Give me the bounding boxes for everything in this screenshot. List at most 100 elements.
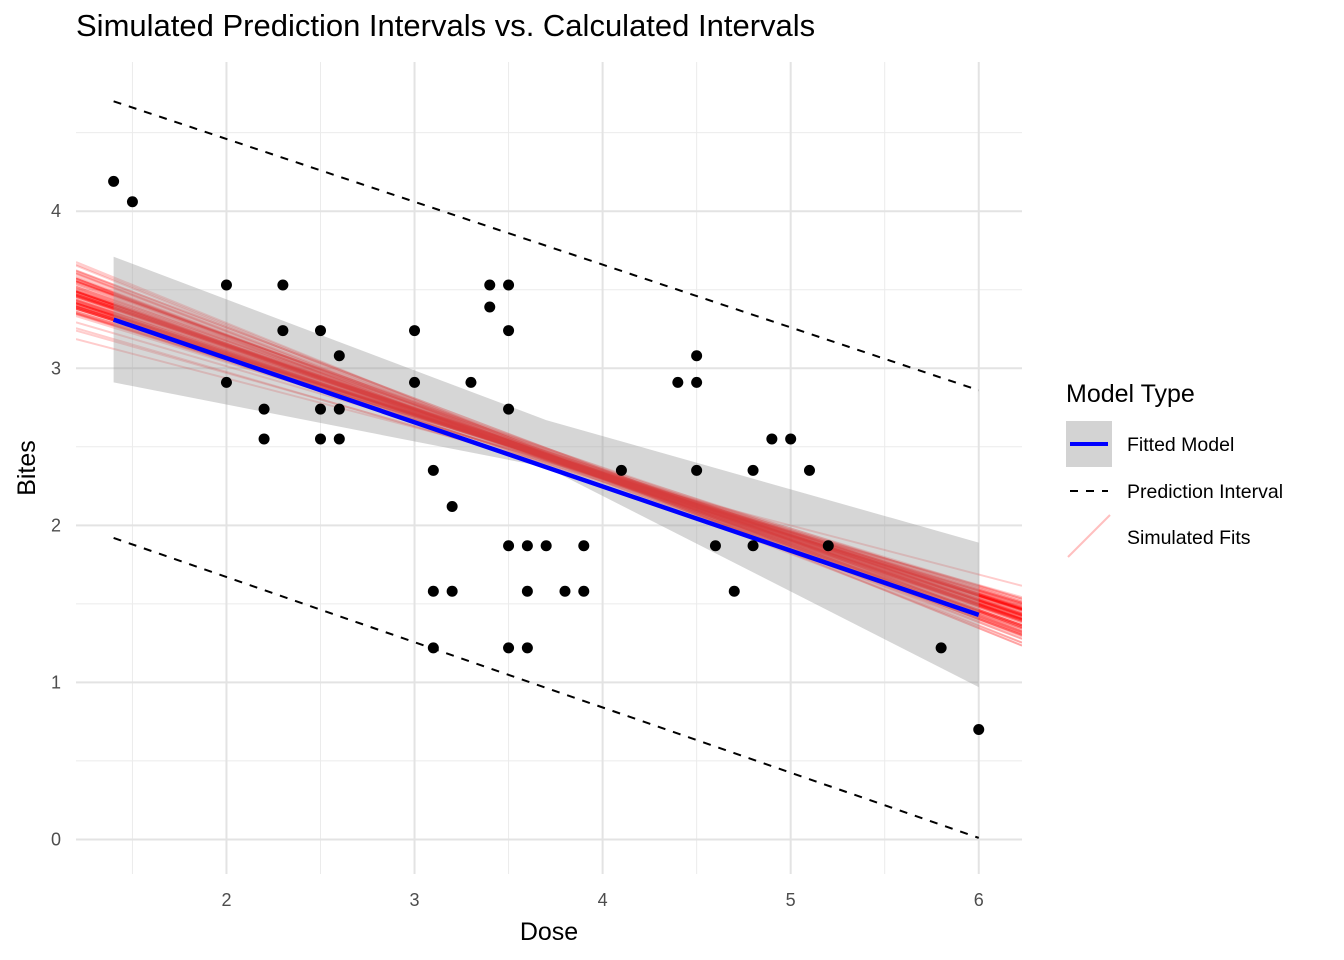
data-point <box>503 279 515 291</box>
simulated-fit-line <box>76 305 1022 608</box>
chart-title: Simulated Prediction Intervals vs. Calcu… <box>76 8 816 43</box>
simulated-fit-line <box>76 285 1022 625</box>
data-point <box>691 350 703 362</box>
simulated-fit-line <box>76 294 1022 620</box>
confidence-band <box>113 256 979 688</box>
simulated-fit-line <box>76 295 1022 616</box>
simulated-fit-line <box>76 280 1022 627</box>
y-tick-label: 1 <box>51 672 61 692</box>
data-point <box>728 585 740 597</box>
simulated-fit-line <box>76 315 1022 608</box>
simulated-fit-line <box>76 280 1022 621</box>
data-point <box>277 279 289 291</box>
simulated-fit-line <box>76 329 1022 599</box>
data-point <box>409 325 421 337</box>
simulated-fit-line <box>76 303 1022 611</box>
simulated-fit-line <box>76 279 1022 632</box>
data-point <box>691 464 703 476</box>
simulated-fit-line <box>76 302 1022 611</box>
simulated-fit-line <box>76 293 1022 617</box>
simulated-fit-line <box>76 327 1022 604</box>
data-point <box>220 376 232 388</box>
data-point <box>314 325 326 337</box>
simulated-fit-line <box>76 299 1022 613</box>
simulated-fit-line <box>76 277 1022 644</box>
simulated-fit-line <box>76 269 1022 629</box>
simulated-fit-line <box>76 294 1022 624</box>
simulated-fit-line <box>76 290 1022 620</box>
x-axis-ticks: 2 3 4 5 6 <box>221 890 983 910</box>
simulated-fit-line <box>76 304 1022 614</box>
simulated-fit-line <box>76 301 1022 616</box>
simulated-fit-line <box>76 307 1022 603</box>
data-point <box>220 279 232 291</box>
data-point <box>672 376 684 388</box>
data-point <box>747 540 759 552</box>
simulated-fit-line <box>76 312 1022 612</box>
legend-label-simulated-fits: Simulated Fits <box>1127 527 1251 549</box>
data-point <box>427 642 439 654</box>
data-point <box>258 433 270 445</box>
data-point <box>427 585 439 597</box>
simulated-fit-line <box>76 293 1022 620</box>
y-tick-label: 0 <box>51 829 61 849</box>
simulated-fits <box>76 261 1022 647</box>
data-point <box>540 540 552 552</box>
data-point <box>484 279 496 291</box>
y-tick-label: 3 <box>51 358 61 378</box>
simulated-fit-line <box>76 302 1022 619</box>
data-point <box>709 540 721 552</box>
data-point <box>465 376 477 388</box>
data-point <box>126 196 138 208</box>
simulated-fit-line <box>76 290 1022 620</box>
x-axis-title: Dose <box>520 918 578 946</box>
simulated-fit-line <box>76 295 1022 615</box>
data-point <box>258 403 270 415</box>
simulated-fit-line <box>76 297 1022 623</box>
simulated-fit-line <box>76 290 1022 623</box>
simulated-fit-line <box>76 299 1022 620</box>
fitted-model-line <box>112 317 980 617</box>
y-tick-label: 2 <box>51 515 61 535</box>
data-point <box>314 403 326 415</box>
data-point <box>333 433 345 445</box>
simulated-fit-line <box>76 289 1022 627</box>
data-point <box>803 464 815 476</box>
data-point <box>314 433 326 445</box>
simulated-fit-line <box>76 287 1022 622</box>
simulated-fit-line <box>76 304 1022 607</box>
simulated-fit-line <box>76 321 1022 600</box>
simulated-fit-line <box>76 293 1022 615</box>
simulated-fit-line <box>76 307 1022 605</box>
simulated-fit-line <box>76 298 1022 621</box>
simulated-fit-line <box>76 270 1022 632</box>
simulated-fit-line <box>76 301 1022 618</box>
data-point <box>578 540 590 552</box>
simulated-fit-line <box>76 291 1022 628</box>
data-point <box>333 350 345 362</box>
data-point <box>503 540 515 552</box>
simulated-fit-line <box>76 305 1022 611</box>
data-point <box>503 403 515 415</box>
data-point <box>503 325 515 337</box>
simulated-fit-line <box>76 305 1022 610</box>
simulated-fit-line <box>76 305 1022 611</box>
y-axis-ticks: 0 1 2 3 4 <box>51 201 61 849</box>
simulated-fit-line <box>76 293 1022 627</box>
data-point <box>427 464 439 476</box>
simulated-fit-line <box>76 306 1022 611</box>
x-tick-label: 3 <box>410 890 420 910</box>
simulated-fit-line <box>76 295 1022 617</box>
simulated-fit-line <box>76 286 1022 617</box>
simulated-fit-line <box>76 289 1022 610</box>
simulated-fit-line <box>76 300 1022 621</box>
legend-label-prediction-interval: Prediction Interval <box>1127 481 1283 503</box>
simulated-fit-line <box>76 286 1022 630</box>
simulated-fit-line <box>76 302 1022 615</box>
simulated-fit-line <box>76 282 1022 628</box>
x-tick-label: 6 <box>974 890 984 910</box>
data-point <box>108 175 120 187</box>
simulated-fit-line <box>76 292 1022 616</box>
simulated-fit-line <box>76 302 1022 618</box>
